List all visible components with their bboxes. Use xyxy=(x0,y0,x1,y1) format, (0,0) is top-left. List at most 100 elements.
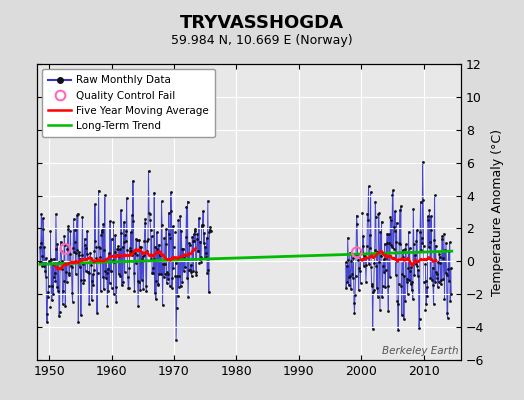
Point xyxy=(125,285,133,291)
Point xyxy=(118,282,126,288)
Point xyxy=(117,230,126,236)
Point xyxy=(141,283,150,290)
Text: TRYVASSHOGDA: TRYVASSHOGDA xyxy=(180,14,344,32)
Point xyxy=(125,264,134,271)
Point xyxy=(413,263,422,269)
Point xyxy=(432,269,440,276)
Point xyxy=(203,270,212,277)
Point xyxy=(155,241,163,248)
Point xyxy=(410,241,418,247)
Point xyxy=(178,278,187,285)
Point xyxy=(369,287,378,294)
Point xyxy=(411,257,420,263)
Point xyxy=(47,257,55,263)
Point xyxy=(427,213,435,220)
Point xyxy=(122,228,130,234)
Point xyxy=(105,250,113,257)
Point xyxy=(342,258,350,265)
Point xyxy=(130,269,138,276)
Point xyxy=(206,227,215,234)
Point xyxy=(180,254,189,261)
Point xyxy=(406,245,414,251)
Point xyxy=(177,228,185,234)
Point xyxy=(94,188,103,194)
Point xyxy=(183,198,192,205)
Point xyxy=(167,189,175,196)
Point xyxy=(429,282,437,288)
Point xyxy=(140,238,148,244)
Point xyxy=(420,243,428,249)
Point xyxy=(389,187,397,194)
Point xyxy=(90,248,99,254)
Point xyxy=(418,240,427,246)
Point xyxy=(44,294,52,300)
Point xyxy=(391,208,399,214)
Point xyxy=(196,254,205,261)
Point xyxy=(351,292,359,298)
Point xyxy=(353,221,361,227)
Point xyxy=(36,244,44,251)
Point xyxy=(143,248,151,254)
Point xyxy=(370,247,379,254)
Point xyxy=(357,248,365,254)
Point xyxy=(416,229,424,235)
Point xyxy=(386,214,395,220)
Point xyxy=(54,259,63,266)
Point xyxy=(147,256,155,262)
Point xyxy=(109,219,117,226)
Point xyxy=(51,270,59,276)
Point xyxy=(101,192,109,199)
Point xyxy=(201,255,209,261)
Point xyxy=(46,304,54,310)
Point xyxy=(142,288,150,294)
Point xyxy=(378,294,386,300)
Point xyxy=(102,258,111,264)
Point xyxy=(420,279,429,285)
Point xyxy=(166,235,174,241)
Point xyxy=(405,277,413,283)
Point xyxy=(365,232,374,238)
Point xyxy=(146,226,155,233)
Point xyxy=(74,249,83,256)
Point xyxy=(205,229,214,235)
Point xyxy=(354,287,363,293)
Point xyxy=(113,246,122,252)
Point xyxy=(116,273,125,279)
Point xyxy=(158,302,167,308)
Point xyxy=(409,206,418,212)
Point xyxy=(383,240,391,246)
Point xyxy=(381,267,390,273)
Y-axis label: Temperature Anomaly (°C): Temperature Anomaly (°C) xyxy=(492,128,504,296)
Point xyxy=(342,285,351,291)
Point xyxy=(139,286,147,292)
Point xyxy=(148,270,156,277)
Point xyxy=(99,221,107,228)
Point xyxy=(135,236,144,243)
Point xyxy=(179,246,188,252)
Point xyxy=(393,298,401,304)
Point xyxy=(68,290,76,296)
Point xyxy=(67,228,75,234)
Point xyxy=(112,299,121,306)
Point xyxy=(72,250,80,256)
Point xyxy=(156,252,165,258)
Point xyxy=(107,268,115,274)
Point xyxy=(175,273,183,279)
Point xyxy=(384,308,392,314)
Point xyxy=(439,255,447,262)
Point xyxy=(194,247,202,254)
Point xyxy=(385,231,393,237)
Point xyxy=(82,251,91,257)
Point xyxy=(75,252,83,259)
Point xyxy=(376,307,384,314)
Point xyxy=(428,264,436,271)
Point xyxy=(396,207,404,213)
Point xyxy=(70,227,79,233)
Point xyxy=(85,259,94,266)
Point xyxy=(57,248,66,254)
Point xyxy=(435,253,444,260)
Point xyxy=(80,276,88,283)
Point xyxy=(406,268,414,274)
Point xyxy=(442,271,451,278)
Point xyxy=(134,302,143,309)
